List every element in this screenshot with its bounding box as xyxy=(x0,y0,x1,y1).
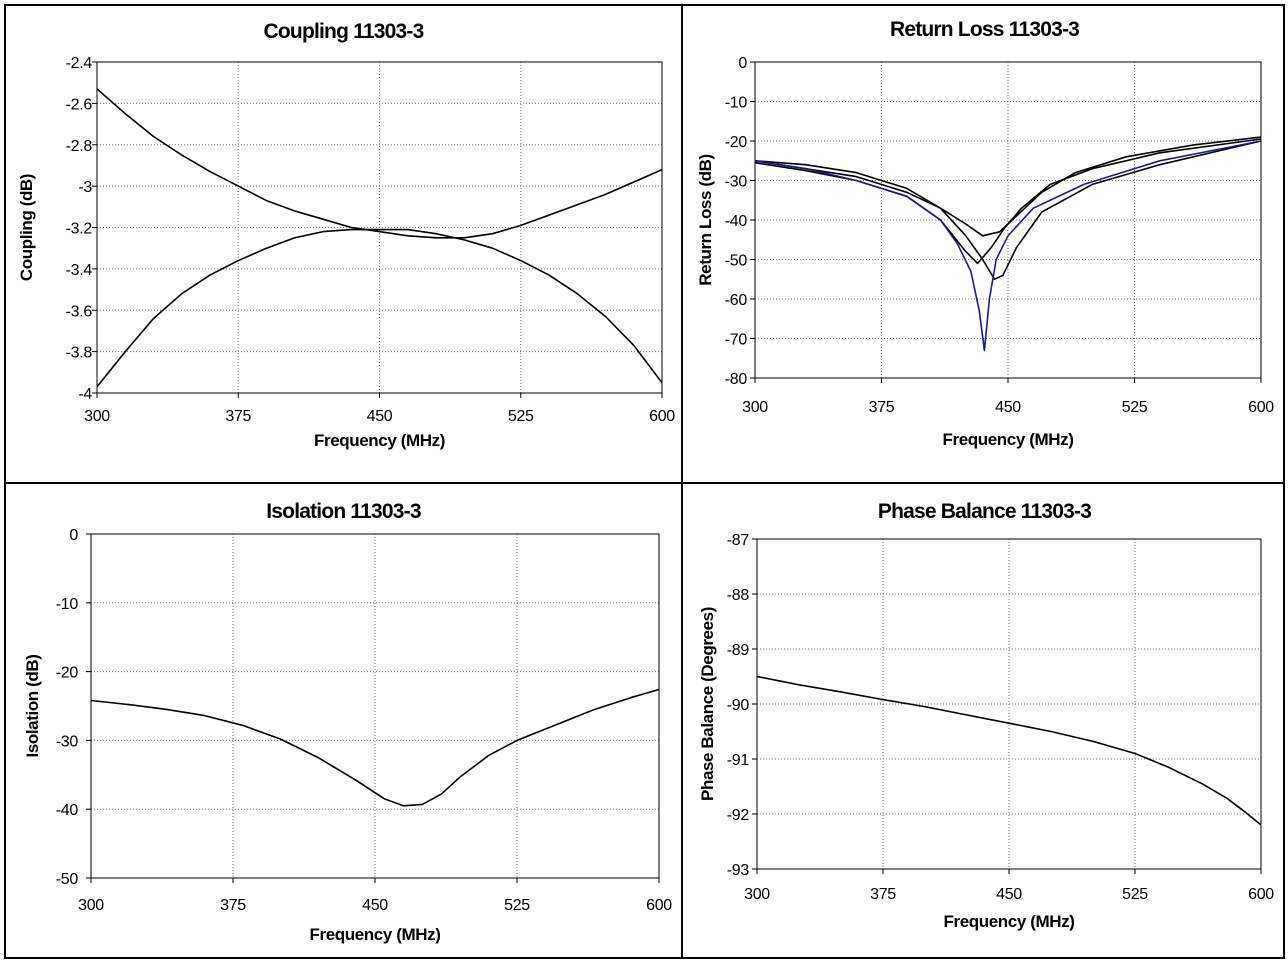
return-loss-chart: -80 -70 -60 -50 -40 -30 -20 -10 0 300 375 450 525 600… xyxy=(696,18,1275,449)
y-tick-label: -3.4 xyxy=(66,262,93,279)
y-tick-label: -92 xyxy=(727,807,750,824)
y-tick-label: -20 xyxy=(56,665,79,682)
coupling-chart: -4 -3.8 -3.6 -3.4 -3.2 -3 -2.8 -2.6 -2.4 300 375 45… xyxy=(17,20,676,450)
series-line-1 xyxy=(96,88,663,239)
y-tick-label: -3.8 xyxy=(66,345,93,362)
x-tick-label: 600 xyxy=(649,408,675,425)
y-tick-label: -90 xyxy=(727,697,750,714)
series-line-4 xyxy=(754,140,1262,352)
x-tick-label: 600 xyxy=(646,897,672,914)
y-axis-label: Coupling (dB) xyxy=(17,174,36,281)
y-tick-label: -93 xyxy=(727,862,750,879)
x-tick-label: 375 xyxy=(869,399,895,416)
x-tick-label: 600 xyxy=(1248,399,1274,416)
series-line-1 xyxy=(90,688,660,807)
y-tick-label: -2.6 xyxy=(66,96,93,113)
series-line-2 xyxy=(96,228,663,388)
y-tick-label: -20 xyxy=(725,134,748,151)
chart-grid-frame xyxy=(4,4,1285,959)
chart-title: Return Loss 11303-3 xyxy=(890,18,1079,41)
y-tick-label: -80 xyxy=(725,371,748,388)
x-tick-label: 450 xyxy=(996,886,1022,903)
x-tick-label: 450 xyxy=(367,408,393,425)
y-tick-label: -40 xyxy=(56,802,79,819)
isolation-chart: -50 -40 -30 -20 -10 0 300 375 450 525 600 Isolation… xyxy=(23,500,673,944)
y-tick-label: -70 xyxy=(725,332,748,349)
x-tick-label: 525 xyxy=(504,897,530,914)
y-tick-label: -50 xyxy=(56,871,79,888)
y-tick-label: -88 xyxy=(727,587,750,604)
x-axis-label: Frequency (MHz) xyxy=(944,912,1075,931)
y-tick-label: -30 xyxy=(725,174,748,191)
y-tick-label: -87 xyxy=(727,532,750,549)
phase-balance-chart: -93 -92 -91 -90 -89 -88 -87 300 375 450 525 600 Phas… xyxy=(698,500,1275,931)
series-line-1 xyxy=(754,136,1262,237)
x-axis-label: Frequency (MHz) xyxy=(314,431,445,450)
x-tick-label: 300 xyxy=(78,897,104,914)
y-tick-label: -30 xyxy=(56,733,79,750)
y-tick-label: -2.8 xyxy=(66,138,93,155)
x-tick-label: 375 xyxy=(220,897,246,914)
series-line-1 xyxy=(756,675,1262,826)
x-tick-label: 375 xyxy=(870,886,896,903)
x-tick-label: 300 xyxy=(744,886,770,903)
chart-title: Phase Balance 11303-3 xyxy=(878,500,1091,523)
x-axis-label: Frequency (MHz) xyxy=(310,925,441,944)
y-tick-label: -3.2 xyxy=(66,221,93,238)
series-line-3 xyxy=(754,140,1262,281)
y-tick-label: -4 xyxy=(78,386,92,403)
y-tick-label: -91 xyxy=(727,752,750,769)
y-tick-label: -10 xyxy=(56,596,79,613)
y-tick-label: -60 xyxy=(725,292,748,309)
y-axis-label: Phase Balance (Degrees) xyxy=(698,607,717,801)
y-axis-label: Isolation (dB) xyxy=(23,655,42,758)
chart-title: Isolation 11303-3 xyxy=(266,500,421,523)
x-tick-label: 450 xyxy=(995,399,1021,416)
x-tick-label: 300 xyxy=(84,408,110,425)
y-tick-label: -3 xyxy=(78,179,92,196)
x-axis-label: Frequency (MHz) xyxy=(943,430,1074,449)
y-tick-label: -10 xyxy=(725,95,748,112)
y-tick-label: -3.6 xyxy=(66,303,93,320)
y-axis-label: Return Loss (dB) xyxy=(696,154,715,285)
panel-divider-horizontal xyxy=(4,482,1285,484)
x-tick-label: 600 xyxy=(1248,886,1274,903)
x-tick-label: 375 xyxy=(225,408,251,425)
y-tick-label: 0 xyxy=(69,527,78,544)
x-tick-label: 525 xyxy=(1122,886,1148,903)
y-tick-label: -40 xyxy=(725,213,748,230)
heading-fragment: ypi xyxy=(0,0,1288,4)
panel-divider-vertical xyxy=(681,4,683,959)
x-tick-label: 525 xyxy=(1122,399,1148,416)
y-tick-label: -2.4 xyxy=(66,55,93,72)
y-tick-label: -89 xyxy=(727,642,750,659)
chart-title: Coupling 11303-3 xyxy=(264,20,424,43)
y-tick-label: -50 xyxy=(725,253,748,270)
y-tick-label: 0 xyxy=(738,55,747,72)
x-tick-label: 525 xyxy=(508,408,534,425)
x-tick-label: 450 xyxy=(362,897,388,914)
x-tick-label: 300 xyxy=(742,399,768,416)
